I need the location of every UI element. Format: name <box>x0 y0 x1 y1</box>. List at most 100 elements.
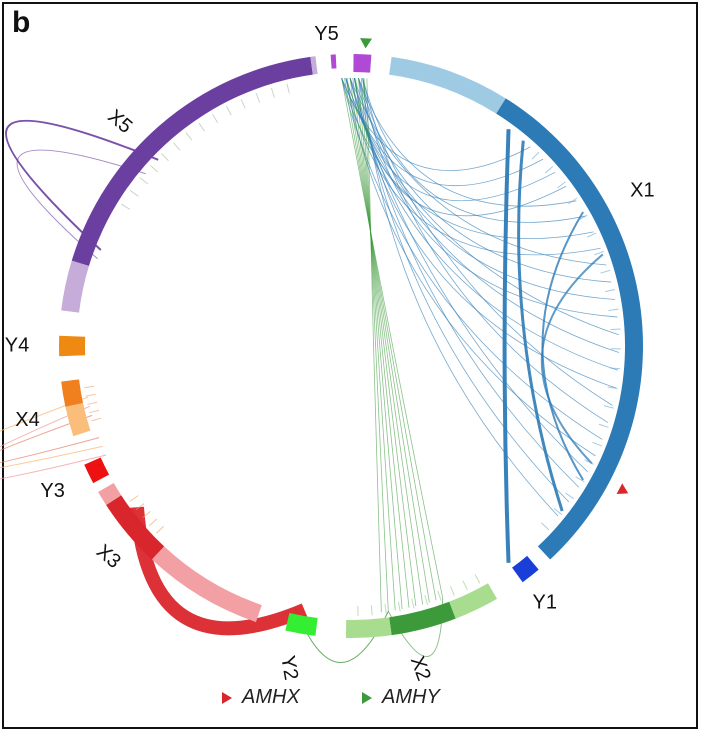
amhy-marker-icon <box>362 691 372 704</box>
label-y5: Y5 <box>314 23 338 45</box>
x1-tick <box>578 214 588 221</box>
x5-tick <box>226 106 232 116</box>
x4-tick <box>84 385 95 389</box>
amhx-marker <box>616 483 629 495</box>
tick-marks <box>84 83 621 616</box>
green-link <box>346 77 430 603</box>
x1-tick <box>586 232 597 238</box>
y4-segment <box>59 335 86 357</box>
x3-tick <box>149 518 158 526</box>
label-x3: X3 <box>92 540 125 573</box>
y5-segment-b <box>353 54 372 73</box>
y3-segment <box>84 457 110 484</box>
x1-tick <box>531 151 540 160</box>
x4-tick <box>89 409 100 414</box>
x1-tick <box>600 269 611 274</box>
x3-light-segment <box>151 546 262 623</box>
x2-tick <box>397 601 401 612</box>
legend-amhy: AMHY <box>362 686 440 709</box>
x2-light-segment-2 <box>345 617 392 638</box>
green-link <box>341 78 444 598</box>
x1-segment <box>496 98 643 560</box>
x5-segment <box>71 56 313 266</box>
x1-tick <box>568 197 578 205</box>
blue-link <box>353 77 616 389</box>
green-link <box>363 78 389 612</box>
x2-tick <box>437 590 442 601</box>
x3-tick <box>135 503 145 511</box>
x1-tick <box>557 181 566 189</box>
x1-tick <box>584 459 594 465</box>
x5-tick <box>286 83 290 94</box>
x1-tick <box>575 476 585 483</box>
x1-tick <box>541 522 550 531</box>
x4-segment <box>61 379 83 407</box>
x1-tick <box>565 492 574 500</box>
x1-tick <box>610 367 621 370</box>
blue-link <box>362 78 609 423</box>
x1-tick <box>610 328 621 331</box>
green-link <box>352 77 417 607</box>
legend-amhx: AMHX <box>222 686 300 709</box>
panel-label: b <box>12 6 31 39</box>
x5-light-segment <box>61 260 89 313</box>
label-y1: Y1 <box>533 591 557 613</box>
x2-tick <box>450 586 455 596</box>
x4-tick <box>85 393 96 397</box>
x4-light-segment <box>65 402 91 437</box>
x3-segment <box>106 495 165 560</box>
green-link <box>344 78 437 601</box>
x3-tick <box>156 525 165 534</box>
amhy-marker <box>360 38 373 49</box>
y2-segment <box>285 612 318 636</box>
x5-tick <box>198 122 205 132</box>
blue-link <box>358 77 613 406</box>
label-x1: X1 <box>630 179 654 201</box>
x5-tick <box>150 164 159 173</box>
x5-link-2 <box>16 149 146 260</box>
x5-tick <box>212 113 219 124</box>
x5-tick <box>255 93 261 103</box>
x5-tick <box>121 203 131 210</box>
x2-light-segment <box>449 583 497 619</box>
amhx-marker-icon <box>222 691 232 704</box>
x5-tick <box>139 177 149 185</box>
x2-tick <box>384 603 387 614</box>
x1-tick <box>605 289 616 293</box>
x1-tick <box>594 250 605 256</box>
x1-tick <box>607 386 618 390</box>
label-x2: X2 <box>406 653 435 684</box>
blue-link <box>345 77 596 457</box>
chromosome-labels: X1 Y1 X2 Y2 X3 Y3 X4 Y4 X5 Y5 <box>5 23 655 684</box>
x1-link-2 <box>540 253 604 465</box>
x1-tick <box>598 423 609 428</box>
synteny-links <box>0 77 620 664</box>
y5-segment-a <box>330 54 337 69</box>
x4-link <box>0 405 107 480</box>
green-link <box>358 78 403 610</box>
x2-tick <box>462 580 468 590</box>
blue-link <box>341 78 531 171</box>
green-link <box>360 78 396 611</box>
legend-amhx-label: AMHX <box>242 686 300 708</box>
x1-thick-link <box>502 129 511 563</box>
blue-link <box>362 78 559 517</box>
label-y4: Y4 <box>5 334 29 356</box>
x5-tick <box>185 132 193 141</box>
label-x4: X4 <box>15 409 39 431</box>
x4-link-2 <box>0 396 103 469</box>
chromosome-arcs <box>59 54 643 638</box>
x5-tick <box>270 87 275 98</box>
green-link <box>349 77 424 605</box>
legend-amhy-label: AMHY <box>382 686 440 708</box>
blue-link <box>362 78 618 318</box>
label-y2: Y2 <box>276 654 302 682</box>
x1-tick <box>544 166 554 174</box>
x1-tick <box>592 441 602 447</box>
x4-tick <box>87 401 98 405</box>
x2-tick <box>474 574 481 584</box>
x5-link <box>5 119 159 251</box>
x1-thick-link-2 <box>517 140 564 512</box>
x3-tick <box>142 510 151 519</box>
